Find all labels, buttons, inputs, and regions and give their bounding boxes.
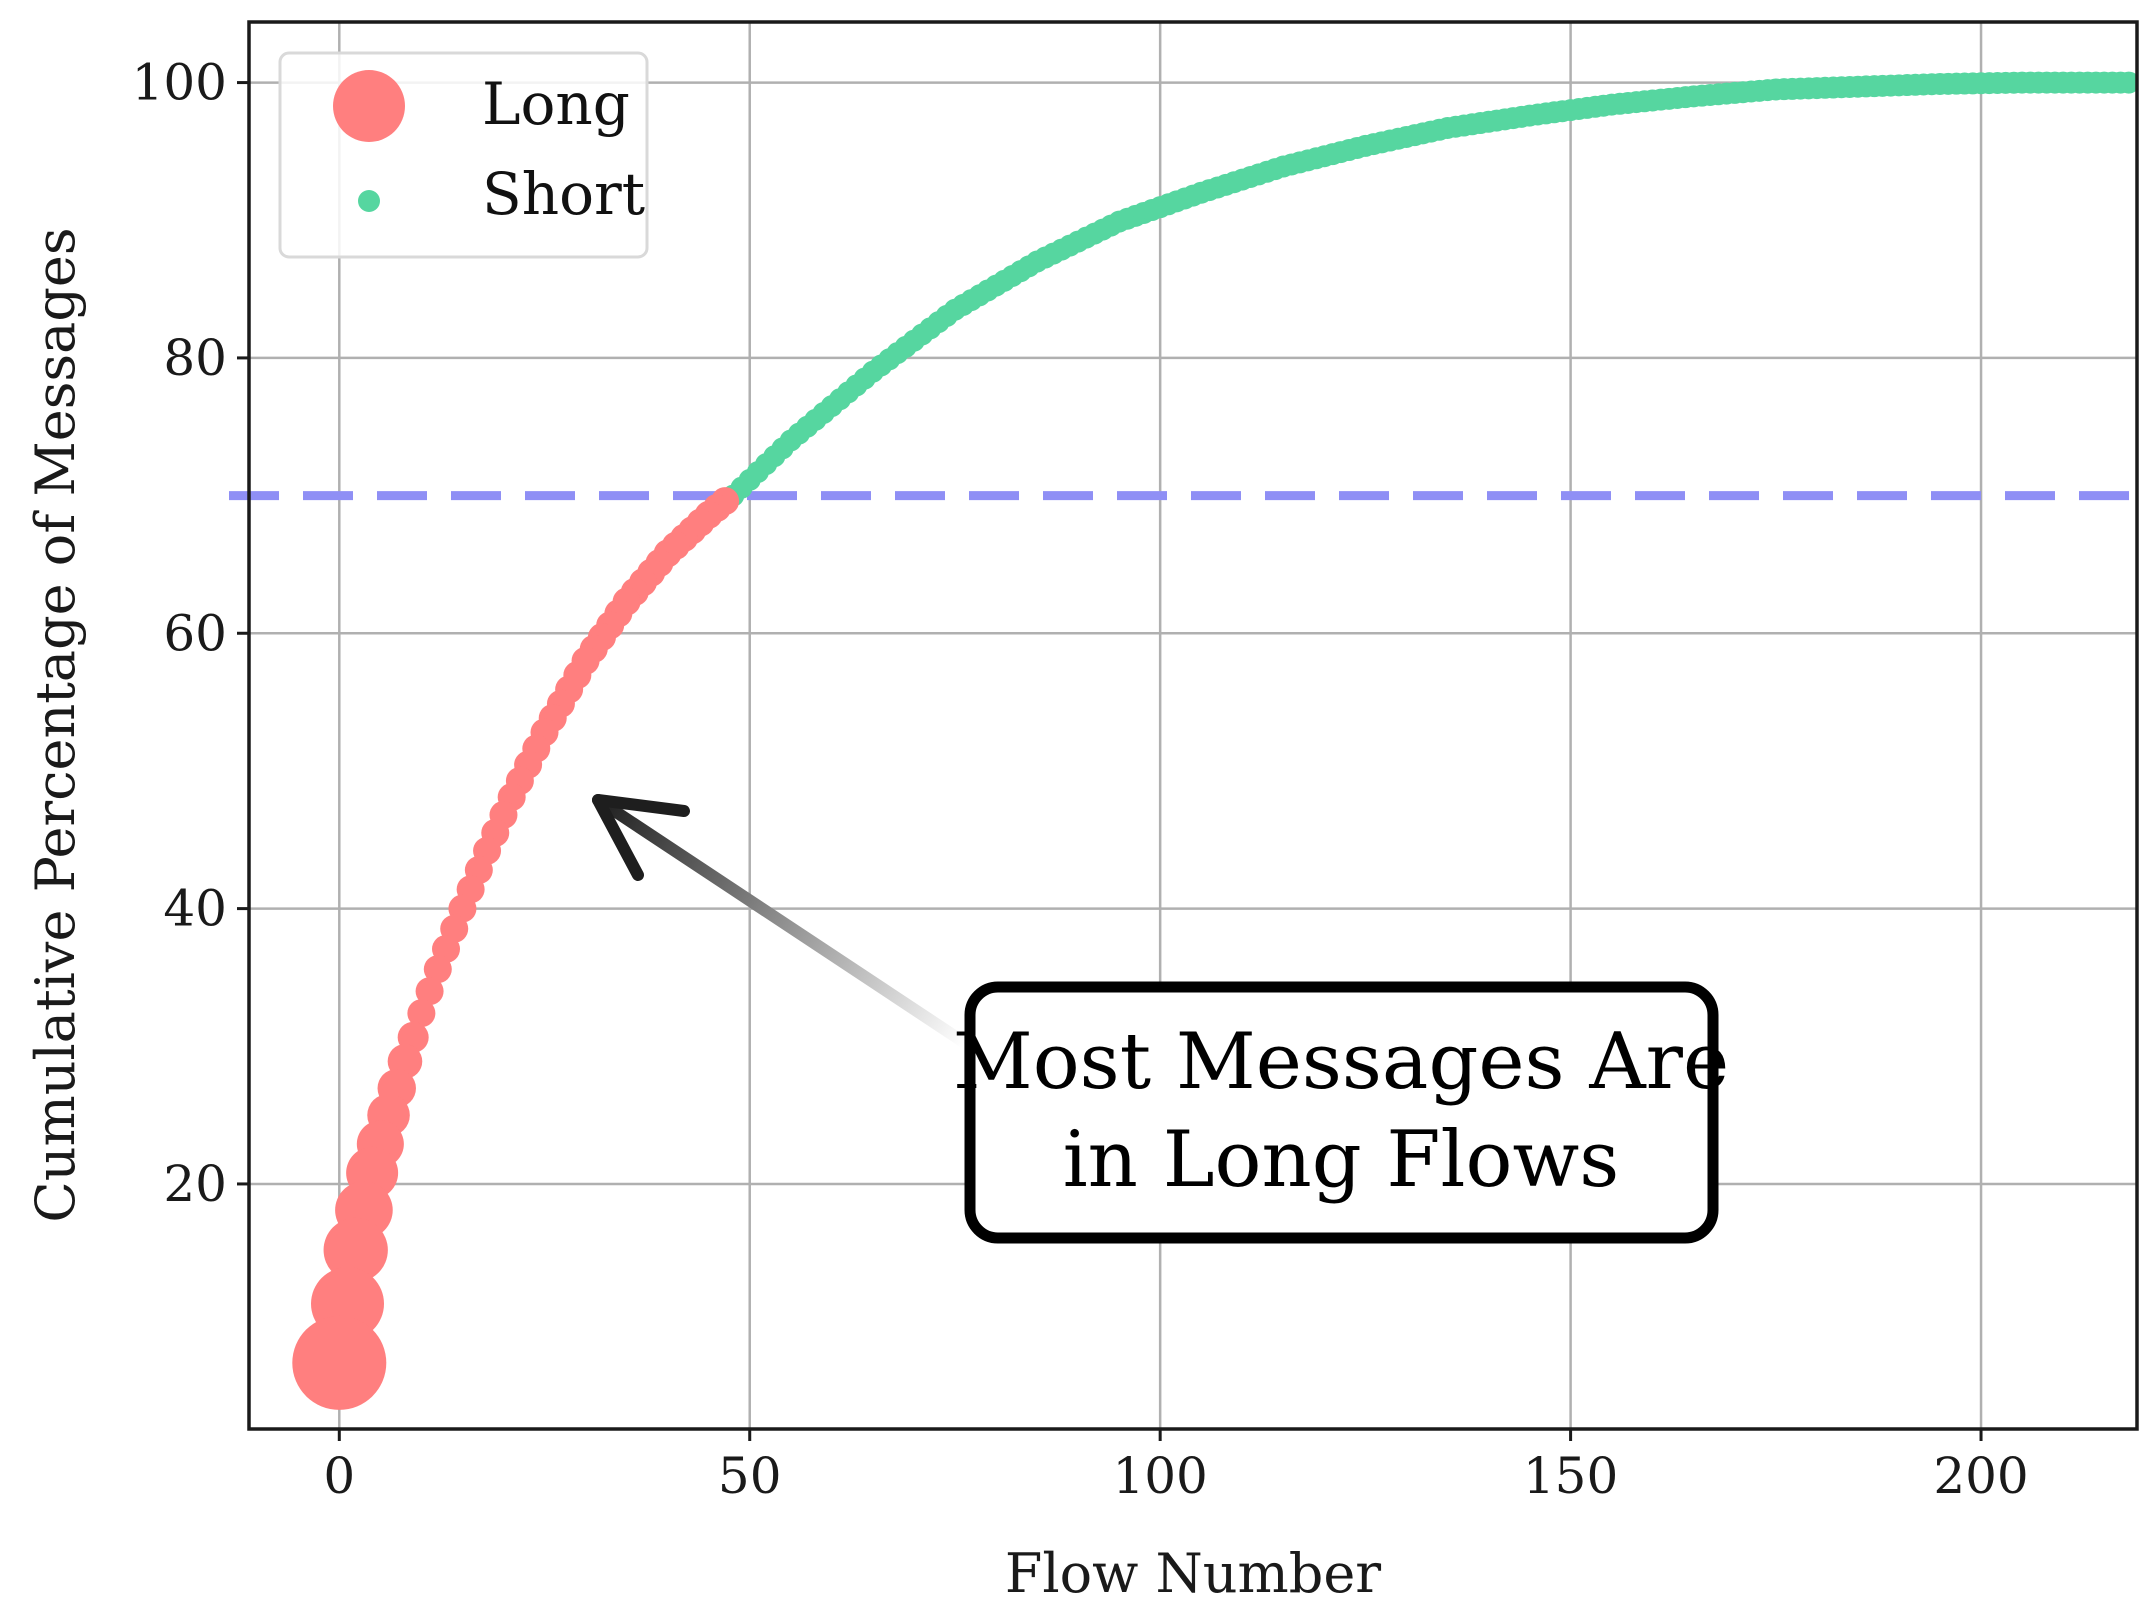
legend-long-marker [333, 70, 405, 142]
legend-short-label: Short [482, 160, 645, 228]
legend-short-marker [358, 190, 380, 212]
x-tick-label: 0 [323, 1447, 355, 1505]
x-axis-label: Flow Number [1005, 1542, 1381, 1605]
long-flow-point [323, 1217, 388, 1283]
annotation-arrowhead [592, 794, 690, 881]
y-tick-label: 100 [132, 54, 227, 112]
plot-frame [247, 20, 2139, 1431]
x-tick-label: 150 [1523, 1447, 1618, 1505]
legend-long-label: Long [482, 70, 630, 138]
y-tick-label: 60 [163, 604, 227, 662]
x-tick-label: 200 [1933, 1447, 2028, 1505]
annotation-line-1: Most Messages Are [953, 1017, 1729, 1107]
annotation-line-2: in Long Flows [1063, 1115, 1620, 1205]
annotation-box [964, 981, 1719, 1244]
y-axis-label: Cumulative Percentage of Messages [24, 227, 87, 1222]
x-tick-label: 50 [718, 1447, 782, 1505]
long-flow-point [415, 977, 444, 1006]
long-flow-point [407, 999, 436, 1028]
annotation: Most Messages Are in Long Flows [592, 794, 1729, 1244]
x-tick-label: 100 [1112, 1447, 1207, 1505]
long-flow-point [423, 955, 452, 984]
y-tick-label: 20 [163, 1155, 227, 1213]
y-tick-label: 40 [163, 880, 227, 938]
annotation-arrow-shaft [592, 794, 971, 1049]
data-marks [292, 71, 2137, 1410]
legend: Long Short [278, 51, 649, 259]
axis-ticks: 0 50 100 150 200 20 40 60 80 100 [132, 54, 2029, 1505]
y-tick-label: 80 [163, 329, 227, 387]
short-flow-point [2117, 71, 2137, 94]
long-flow-point [292, 1315, 387, 1410]
